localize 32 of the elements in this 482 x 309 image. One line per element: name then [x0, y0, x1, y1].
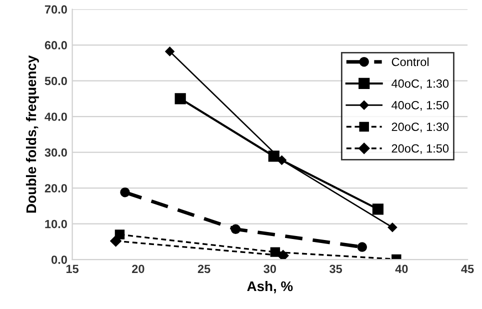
point	[277, 250, 289, 260]
y-tick-label: 10.0	[45, 220, 67, 228]
legend-label: 40oC, 1:30	[392, 79, 449, 90]
point	[277, 156, 286, 165]
y-tick-label: 50.0	[44, 76, 67, 86]
x-tick-label: 20	[132, 264, 144, 274]
point	[230, 224, 241, 234]
legend-label: 40oC, 1:50	[392, 101, 449, 111]
legend-label: 20oC, 1:30	[392, 122, 449, 132]
x-tick-label: 15	[66, 264, 79, 274]
point	[388, 222, 398, 232]
y-tick-label: 60.0	[44, 41, 67, 50]
x-tick-label: 30	[264, 264, 276, 274]
legend-label: 20oC, 1:50	[392, 144, 449, 154]
x-tick-label: 35	[330, 264, 342, 274]
legend-label: Control	[392, 57, 429, 66]
y-tick-label: 70.0	[44, 5, 67, 14]
y-axis-title: Double folds, frequency	[26, 55, 39, 213]
x-axis-title: Ash, %	[247, 280, 293, 294]
x-tick-label: 25	[198, 264, 210, 274]
y-tick-label: 30.0	[44, 148, 67, 157]
point	[357, 242, 368, 252]
point	[120, 187, 130, 198]
y-tick-label: 0.0	[51, 256, 67, 264]
x-tick-label: 45	[461, 264, 474, 274]
point	[110, 235, 122, 247]
y-tick-label: 20.0	[44, 184, 67, 192]
point	[165, 46, 174, 56]
point	[372, 204, 384, 215]
point	[174, 93, 186, 104]
y-tick-label: 40.0	[44, 112, 67, 121]
x-tick-label: 40	[395, 264, 408, 274]
